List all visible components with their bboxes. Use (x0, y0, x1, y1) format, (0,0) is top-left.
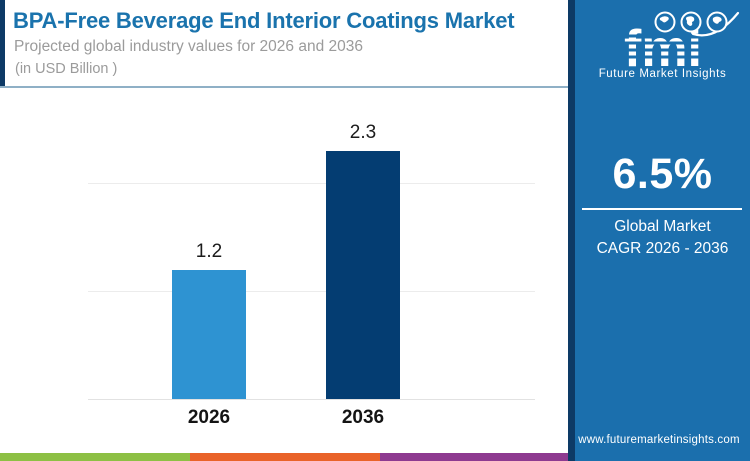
unit-label: (in USD Billion ) (15, 61, 118, 77)
header-accent-bar (0, 0, 5, 87)
strip-segment-purple (380, 453, 568, 461)
page-title: BPA-Free Beverage End Interior Coatings … (13, 8, 515, 33)
wordmark-stripes (590, 34, 735, 59)
cagr-label-range: CAGR 2026 - 2036 (596, 240, 729, 257)
logo-tagline: Future Market Insights (598, 68, 727, 80)
page-subtitle: Projected global industry values for 202… (14, 38, 363, 55)
bar-category-label: 2026 (187, 407, 231, 428)
gridline-1 (88, 291, 535, 292)
header-divider (0, 86, 568, 88)
globe-americas-icon (654, 11, 676, 33)
cagr-label-global-market: Global Market (614, 218, 711, 235)
globe-asia-pacific-icon (706, 11, 728, 33)
bar-category-label: 2036 (341, 407, 385, 428)
cagr-value: 6.5% (612, 150, 713, 198)
strip-segment-orange (190, 453, 380, 461)
gridline-baseline (88, 399, 535, 400)
bar-2026 (172, 270, 246, 399)
sidebar-accent-stripe (568, 0, 575, 461)
gridline-2 (88, 183, 535, 184)
globe-europe-africa-icon (680, 11, 702, 33)
website-url: www.futuremarketinsights.com (578, 434, 740, 446)
bar-value-label: 2.3 (349, 122, 377, 143)
sidebar: fmi Future Market Insigh (568, 0, 750, 461)
footer-color-strip (0, 453, 568, 461)
cagr-divider (582, 208, 742, 210)
bar-2036 (326, 151, 400, 399)
fmi-logo: fmi (590, 11, 740, 78)
strip-segment-green (0, 453, 190, 461)
bar-value-label: 1.2 (195, 241, 223, 262)
